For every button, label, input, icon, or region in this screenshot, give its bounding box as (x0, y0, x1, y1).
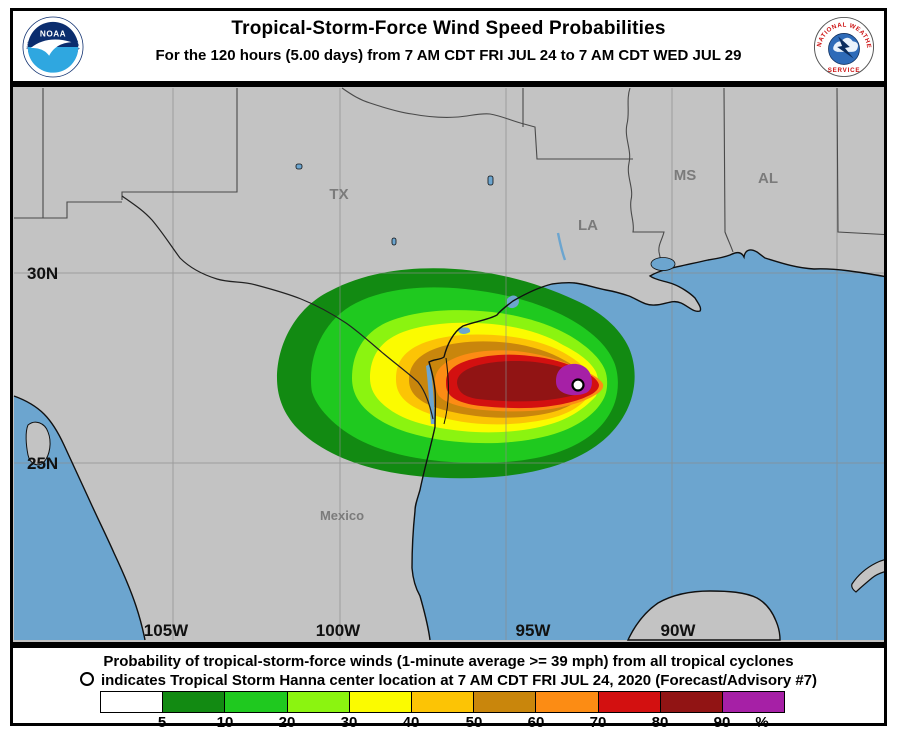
nws-ring-text-bottom: SERVICE (828, 67, 860, 74)
border-al-ga-fl (836, 87, 884, 236)
colorbar-tick: 60 (527, 714, 545, 731)
colorbar-tick: 70 (589, 714, 607, 731)
small-lake (487, 175, 494, 186)
noaa-acronym: NOAA (40, 29, 66, 38)
yucatan-peninsula (626, 590, 781, 641)
colorbar-tick: 40 (402, 714, 420, 731)
contour-90pct (556, 363, 592, 396)
colorbar-cell-20 (287, 692, 350, 712)
colorbar-cell-10 (225, 692, 288, 712)
noaa-logo-sea (27, 47, 79, 73)
lon-label-90w: 90W (661, 621, 697, 640)
state-label-ms: MS (674, 167, 697, 184)
colorbar-tick: 10 (216, 714, 234, 731)
colorbar-tick: 50 (465, 714, 483, 731)
colorbar-tick: 30 (340, 714, 358, 731)
state-label-al: AL (758, 170, 778, 187)
colorbar-cell-40 (411, 692, 475, 712)
border-ms-al (723, 87, 734, 253)
gulf-coastline (411, 249, 884, 641)
colorbar-cell-5 (163, 692, 226, 712)
colorbar-tick-percent: % (755, 714, 769, 731)
small-lake (391, 237, 397, 246)
colorbar-cell-80 (660, 692, 723, 712)
nws-logo: NATIONAL WEATHER SERVICE (813, 16, 875, 78)
lon-label-100w: 100W (316, 621, 361, 640)
lake-pontchartrain (650, 257, 676, 271)
title-block: Tropical-Storm-Force Wind Speed Probabil… (103, 18, 794, 64)
lat-label-30n: 30N (27, 264, 58, 283)
probability-colorbar: 5 10 20 30 40 50 60 70 80 90 % (100, 691, 787, 731)
colorbar-tick: 5 (157, 714, 167, 731)
storm-center-symbol-icon (79, 672, 94, 686)
storm-center-marker (571, 378, 585, 392)
coastal-island (25, 421, 51, 466)
contour-80pct (457, 361, 589, 402)
lon-label-95w: 95W (516, 621, 552, 640)
colorbar-cell-90 (722, 692, 785, 712)
probability-map: 30N 25N 105W 100W 95W 90W TX LA MS AL Me… (13, 87, 884, 642)
page-title: Tropical-Storm-Force Wind Speed Probabil… (231, 18, 666, 39)
graticule (14, 88, 884, 640)
colorbar-cell-70 (598, 692, 661, 712)
rio-grande-river (121, 195, 434, 420)
footer-center-note: indicates Tropical Storm Hanna center lo… (13, 672, 884, 689)
noaa-bird-icon (30, 39, 72, 56)
colorbar-tick: 90 (713, 714, 731, 731)
coastlines (13, 249, 884, 641)
colorbar-cell-lt5 (101, 692, 164, 712)
colorbar-cell-30 (349, 692, 412, 712)
border-us-mexico-west (14, 201, 122, 219)
colorbar-tick: 20 (278, 714, 296, 731)
state-label-la: LA (578, 217, 598, 234)
header: NATIONAL OCEANIC AND ATMOSPHERIC ADMINIS… (10, 8, 887, 84)
country-label-mexico: Mexico (320, 508, 364, 523)
footer-center-note-text: indicates Tropical Storm Hanna center lo… (100, 672, 818, 689)
footer: Probability of tropical-storm-force wind… (10, 645, 887, 731)
border-red-river (341, 87, 633, 160)
laguna-madre-water (426, 364, 435, 424)
page-subtitle: For the 120 hours (5.00 days) from 7 AM … (155, 47, 742, 64)
pacific-coastline (13, 395, 146, 641)
colorbar-ticks: 5 10 20 30 40 50 60 70 80 90 % (100, 714, 785, 731)
state-label-tx: TX (329, 186, 348, 203)
state-borders (14, 87, 884, 263)
lon-label-105w: 105W (144, 621, 189, 640)
padre-island-line (443, 357, 449, 425)
matagorda-bay-water (458, 327, 471, 334)
small-lake (295, 163, 303, 170)
nws-lightning-icon (837, 36, 854, 59)
colorbar-segments (100, 691, 785, 713)
lat-label-25n: 25N (27, 454, 58, 473)
border-mississippi-river (625, 87, 665, 263)
colorbar-cell-60 (536, 692, 599, 712)
cuba-west-tip (851, 559, 884, 593)
toledo-bend-lake (556, 232, 567, 261)
footer-description: Probability of tropical-storm-force wind… (103, 653, 794, 670)
noaa-logo: NATIONAL OCEANIC AND ATMOSPHERIC ADMINIS… (22, 16, 84, 78)
colorbar-tick: 80 (651, 714, 669, 731)
lakes (295, 163, 676, 271)
colorbar-cell-50 (474, 692, 537, 712)
